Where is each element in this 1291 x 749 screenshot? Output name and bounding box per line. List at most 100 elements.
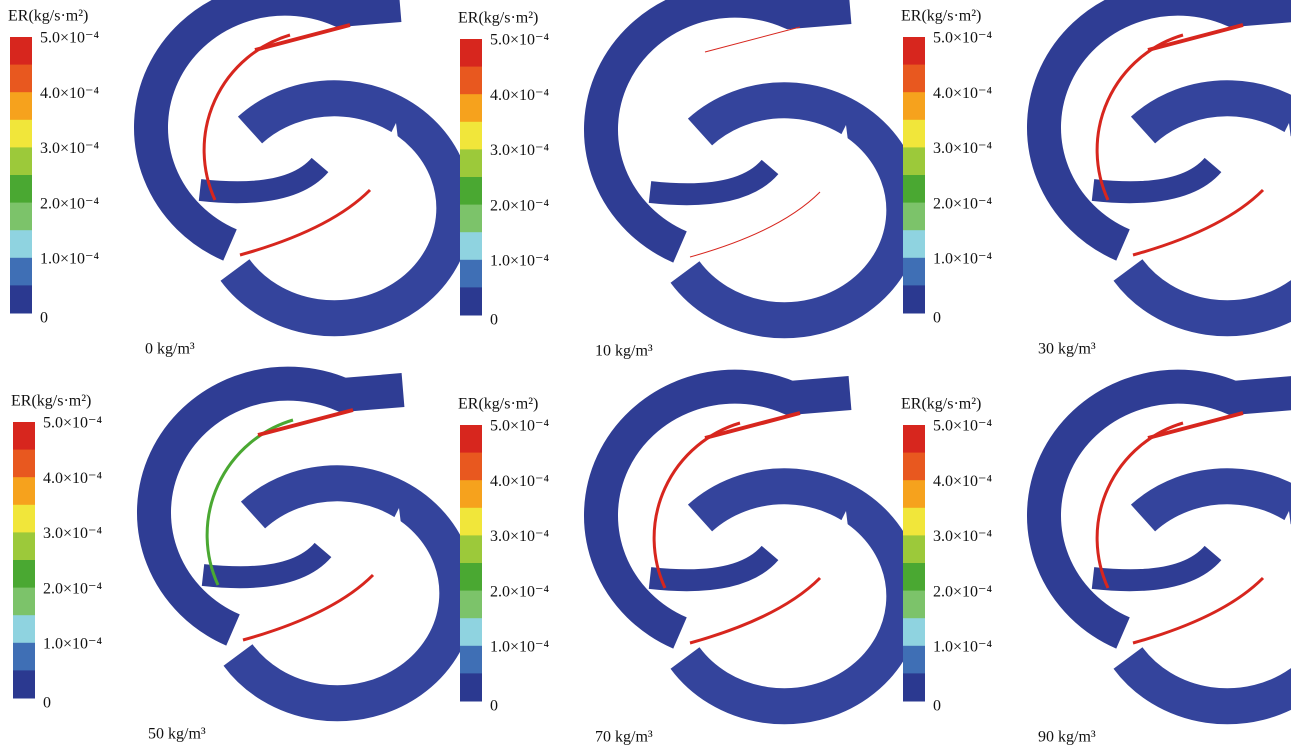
colorbar-block: [460, 425, 482, 454]
casing-outer: [584, 0, 852, 263]
casing-outer: [134, 0, 402, 261]
panel-caption: 30 kg/m³: [1038, 341, 1096, 358]
colorbar-block: [903, 618, 925, 647]
colorbar-label: 2.0×10⁻⁴: [933, 195, 992, 212]
colorbar-block: [460, 287, 482, 316]
colorbar-label: 4.0×10⁻⁴: [933, 473, 992, 490]
casing-tongue: [1091, 157, 1222, 204]
colorbar-block: [460, 39, 482, 68]
colorbar-block: [903, 37, 925, 66]
colorbar-label: 5.0×10⁻⁴: [933, 418, 992, 435]
colorbar-label: 2.0×10⁻⁴: [490, 583, 549, 600]
erosion-streak: [689, 191, 821, 258]
erosion-streak: [257, 408, 354, 437]
erosion-streak: [242, 573, 375, 642]
colorbar-label: 1.0×10⁻⁴: [933, 250, 992, 267]
colorbar-block: [460, 66, 482, 95]
casing-inner: [223, 465, 476, 722]
colorbar-label: 1.0×10⁻⁴: [490, 252, 549, 269]
colorbar-label: 0: [490, 312, 498, 329]
colorbar-block: [903, 285, 925, 314]
gap: [393, 508, 401, 536]
casing-outer: [137, 366, 405, 646]
colorbar-block: [10, 119, 32, 148]
gap: [840, 511, 848, 539]
colorbar-block: [903, 230, 925, 259]
panel: ER(kg/s·m²) 5.0×10⁻⁴ 4.0×10⁻⁴ 3.0×10⁻⁴ 2.0×1…: [458, 0, 923, 360]
colorbar-label: 1.0×10⁻⁴: [43, 635, 102, 652]
colorbar-block: [13, 670, 35, 699]
colorbar-label: 4.0×10⁻⁴: [933, 85, 992, 102]
colorbar-block: [13, 560, 35, 589]
colorbar-block: [903, 590, 925, 619]
legend-title: ER(kg/s·m²): [901, 8, 981, 25]
colorbar-label: 3.0×10⁻⁴: [40, 140, 99, 157]
colorbar-block: [903, 563, 925, 592]
colorbar-block: [460, 452, 482, 481]
colorbar-label: 4.0×10⁻⁴: [490, 87, 549, 104]
colorbar-label: 5.0×10⁻⁴: [40, 30, 99, 47]
colorbar-block: [460, 618, 482, 647]
colorbar-label: 0: [40, 310, 48, 327]
colorbar-block: [460, 149, 482, 178]
colorbar-block: [10, 202, 32, 231]
colorbar-block: [903, 147, 925, 176]
colorbar-label: 1.0×10⁻⁴: [933, 638, 992, 655]
colorbar-block: [460, 94, 482, 123]
colorbar-label: 5.0×10⁻⁴: [933, 30, 992, 47]
colorbar-block: [13, 422, 35, 451]
colorbar-block: [460, 590, 482, 619]
colorbar-block: [903, 673, 925, 702]
colorbar-label: 4.0×10⁻⁴: [490, 473, 549, 490]
erosion-streak: [254, 23, 351, 52]
colorbar-block: [903, 425, 925, 454]
colorbar-label: 3.0×10⁻⁴: [490, 528, 549, 545]
colorbar-block: [903, 452, 925, 481]
panel: ER(kg/s·m²) 5.0×10⁻⁴ 4.0×10⁻⁴ 3.0×10⁻⁴ 2.0×1…: [458, 369, 923, 746]
casing-outer: [1027, 369, 1291, 649]
legend-title: ER(kg/s·m²): [11, 393, 91, 410]
colorbar-block: [903, 257, 925, 286]
colorbar-label: 2.0×10⁻⁴: [40, 195, 99, 212]
colorbar-block: [13, 642, 35, 671]
panel: ER(kg/s·m²) 5.0×10⁻⁴ 4.0×10⁻⁴ 3.0×10⁻⁴ 2.0×1…: [11, 366, 476, 743]
colorbar-block: [10, 257, 32, 286]
legend-title: ER(kg/s·m²): [8, 8, 88, 25]
colorbar-block: [460, 645, 482, 674]
casing-outer: [584, 369, 852, 649]
casing-inner: [670, 82, 923, 339]
colorbar-block: [903, 507, 925, 536]
colorbar-block: [460, 177, 482, 206]
colorbar-block: [460, 204, 482, 233]
colorbar-label: 0: [933, 310, 941, 327]
colorbar-label: 2.0×10⁻⁴: [933, 583, 992, 600]
colorbar-block: [903, 202, 925, 231]
casing-tongue: [198, 157, 329, 204]
casing-inner: [220, 80, 473, 337]
erosion-streak: [1132, 576, 1265, 645]
colorbar-label: 5.0×10⁻⁴: [490, 418, 549, 435]
gap: [1283, 511, 1291, 539]
colorbar-label: 0: [43, 695, 51, 712]
colorbar-block: [460, 507, 482, 536]
colorbar-block: [460, 232, 482, 261]
legend-title: ER(kg/s·m²): [458, 10, 538, 27]
panel-caption: 0 kg/m³: [145, 341, 195, 358]
colorbar-block: [903, 92, 925, 121]
casing-tongue: [1091, 545, 1222, 592]
colorbar-block: [460, 673, 482, 702]
colorbar-label: 2.0×10⁻⁴: [490, 197, 549, 214]
colorbar-block: [903, 535, 925, 564]
casing-outer: [1027, 0, 1291, 261]
colorbar-block: [460, 480, 482, 509]
colorbar-block: [903, 119, 925, 148]
erosion-streak: [239, 188, 372, 257]
colorbar-label: 3.0×10⁻⁴: [43, 525, 102, 542]
colorbar-block: [13, 532, 35, 561]
colorbar-block: [903, 645, 925, 674]
erosion-streak: [1132, 188, 1265, 257]
legend-title: ER(kg/s·m²): [901, 396, 981, 413]
colorbar-label: 0: [490, 698, 498, 715]
